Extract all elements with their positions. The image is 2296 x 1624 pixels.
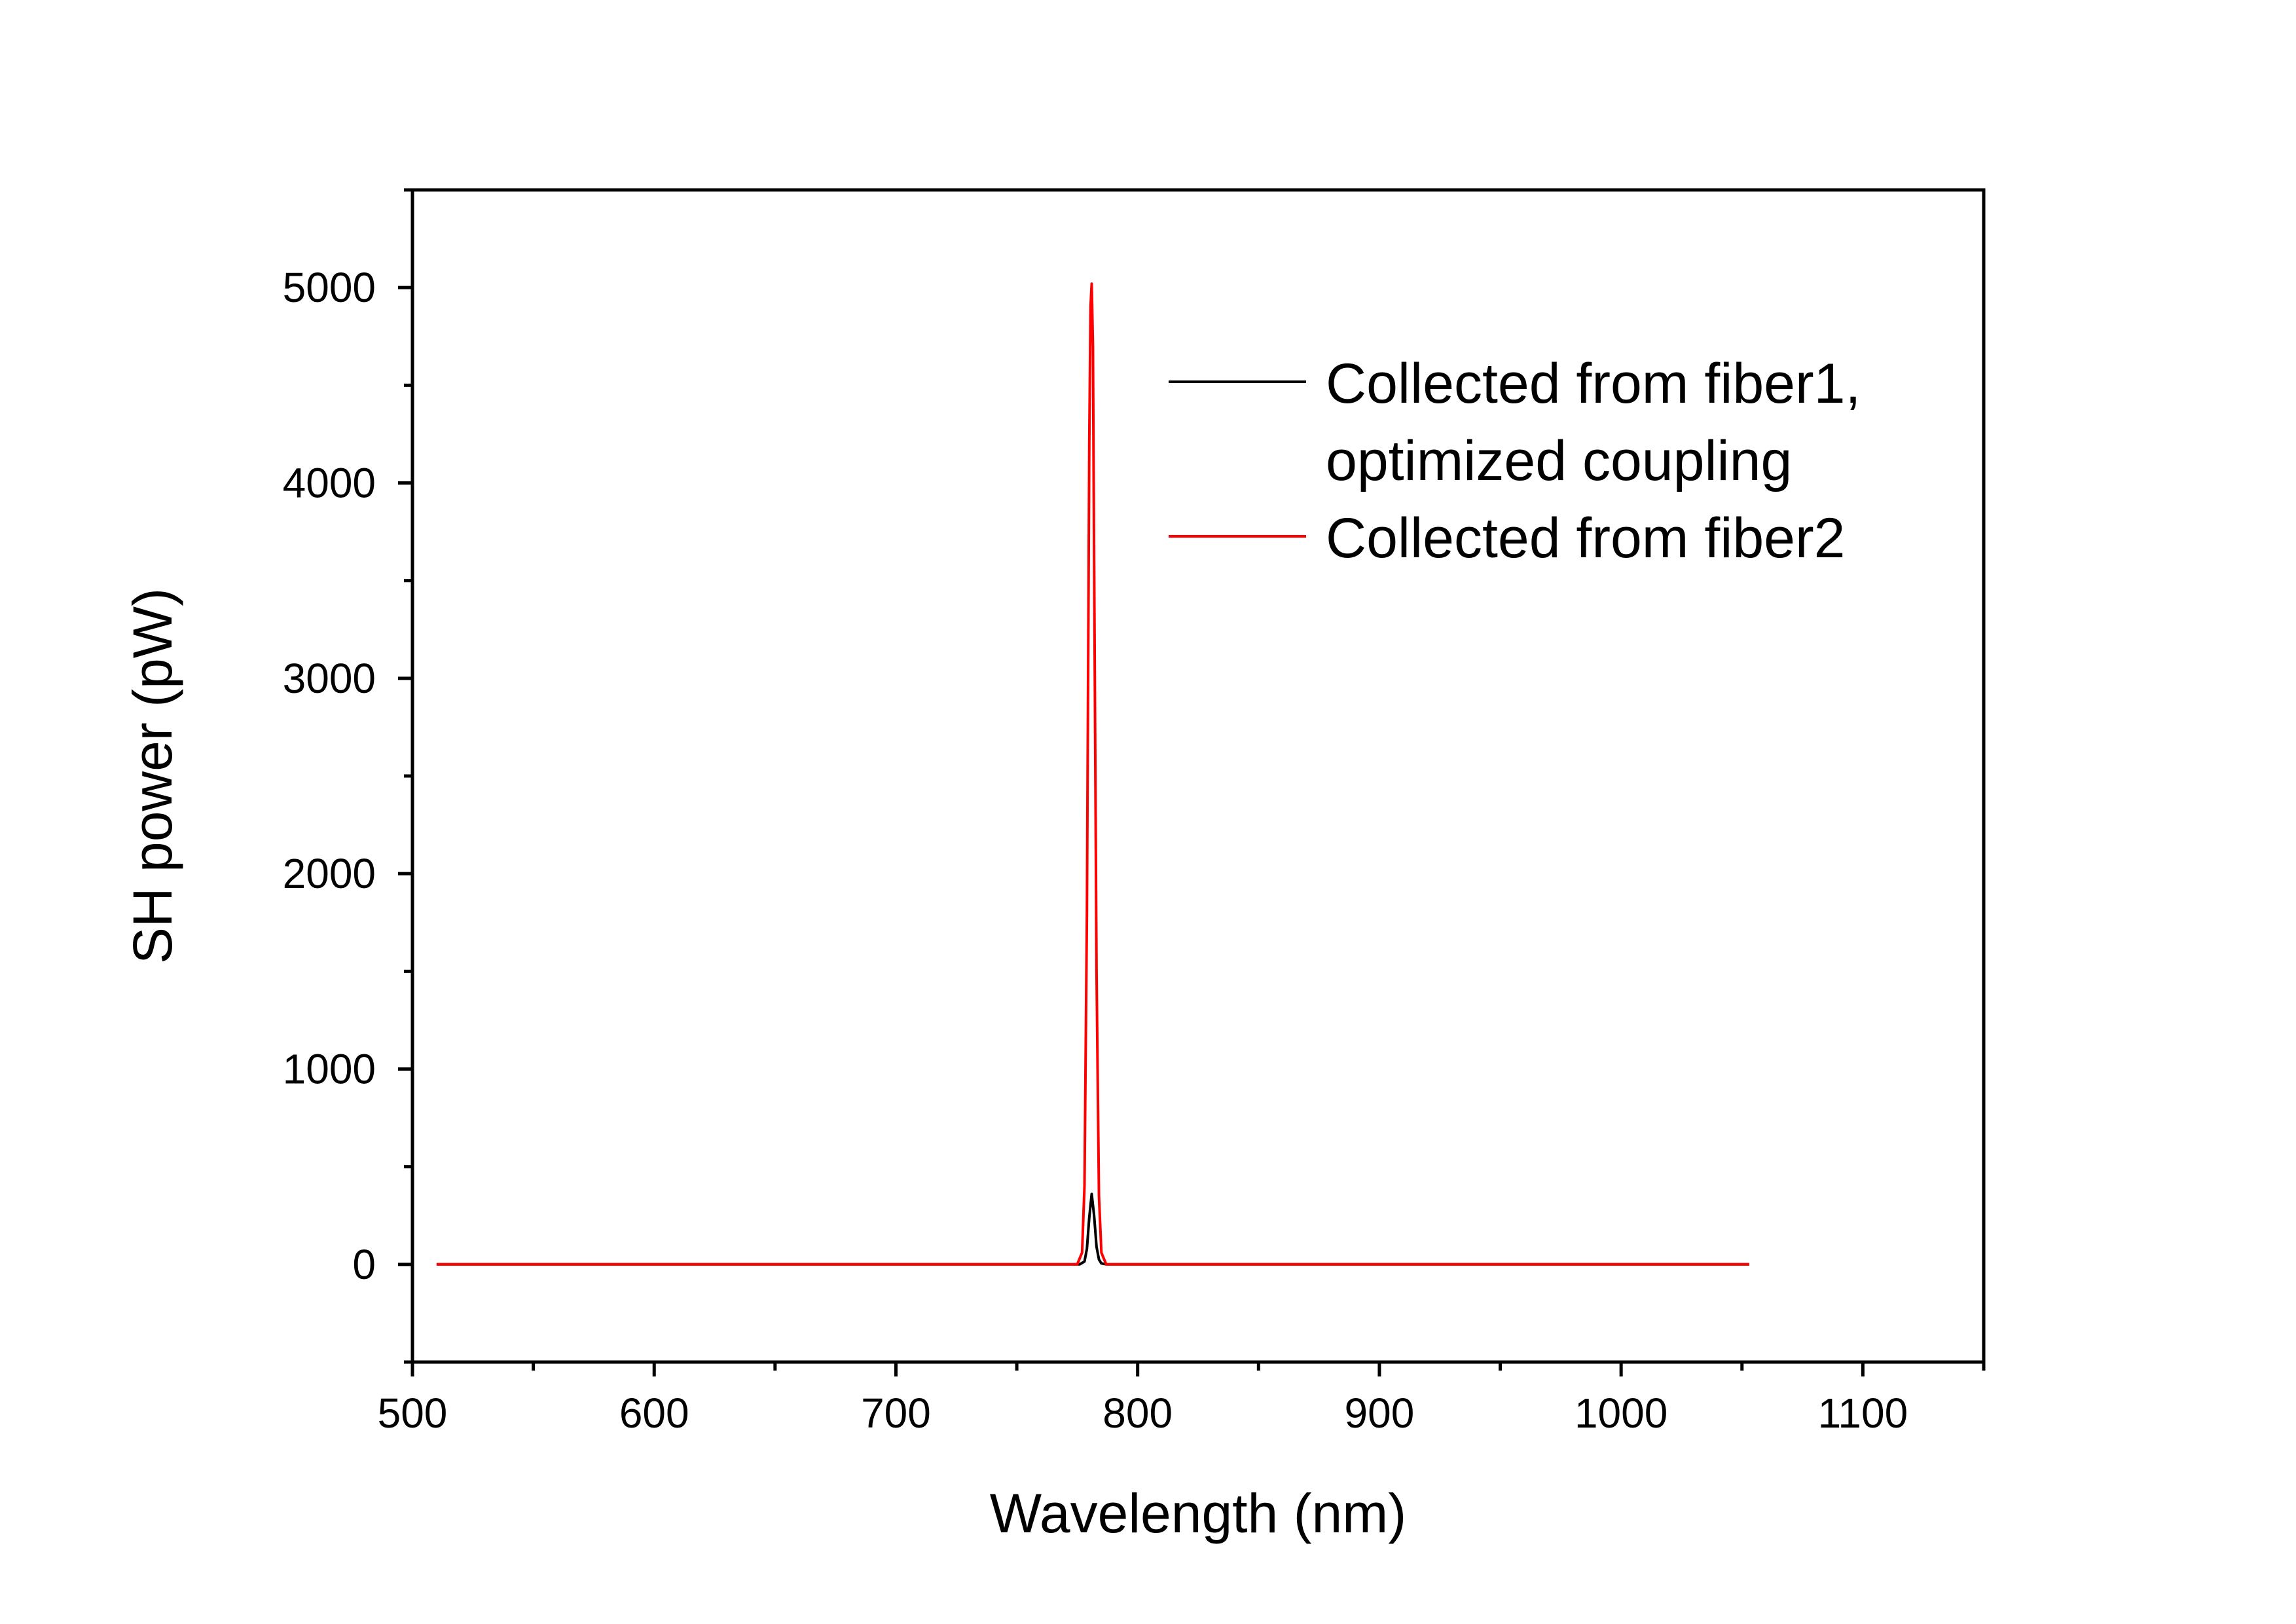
x-tick-label: 700 — [861, 1390, 931, 1437]
series-line-1 — [436, 1192, 1749, 1266]
series-line-2 — [436, 282, 1749, 1266]
y-tick-label: 0 — [352, 1241, 376, 1288]
x-tick-label: 900 — [1345, 1390, 1415, 1437]
x-tick-label: 800 — [1102, 1390, 1173, 1437]
x-axis-label: Wavelength (nm) — [990, 1483, 1406, 1544]
legend-label-1: optimized coupling — [1326, 430, 1792, 492]
y-tick-label: 4000 — [283, 460, 376, 507]
series-layer — [436, 282, 1749, 1266]
y-axis-label: SH power (pW) — [122, 588, 183, 964]
y-tick-label: 3000 — [283, 655, 376, 702]
x-axis-ticks: 500 600 700 800 900 1000 1100 — [378, 1362, 1986, 1437]
y-axis-ticks: 0 1000 2000 3000 4000 5000 — [283, 188, 412, 1364]
legend-label-2: Collected from fiber2 — [1326, 507, 1845, 570]
x-tick-label: 600 — [619, 1390, 689, 1437]
y-tick-label: 1000 — [283, 1046, 376, 1093]
y-tick-label: 2000 — [283, 850, 376, 897]
legend: Collected from fiber1, optimized coupling… — [1169, 352, 1861, 570]
x-tick-label: 1000 — [1575, 1390, 1667, 1437]
y-tick-label: 5000 — [283, 264, 376, 311]
legend-label-1: Collected from fiber1, — [1326, 352, 1861, 415]
x-tick-label: 500 — [378, 1390, 448, 1437]
x-tick-label: 1100 — [1818, 1390, 1908, 1437]
